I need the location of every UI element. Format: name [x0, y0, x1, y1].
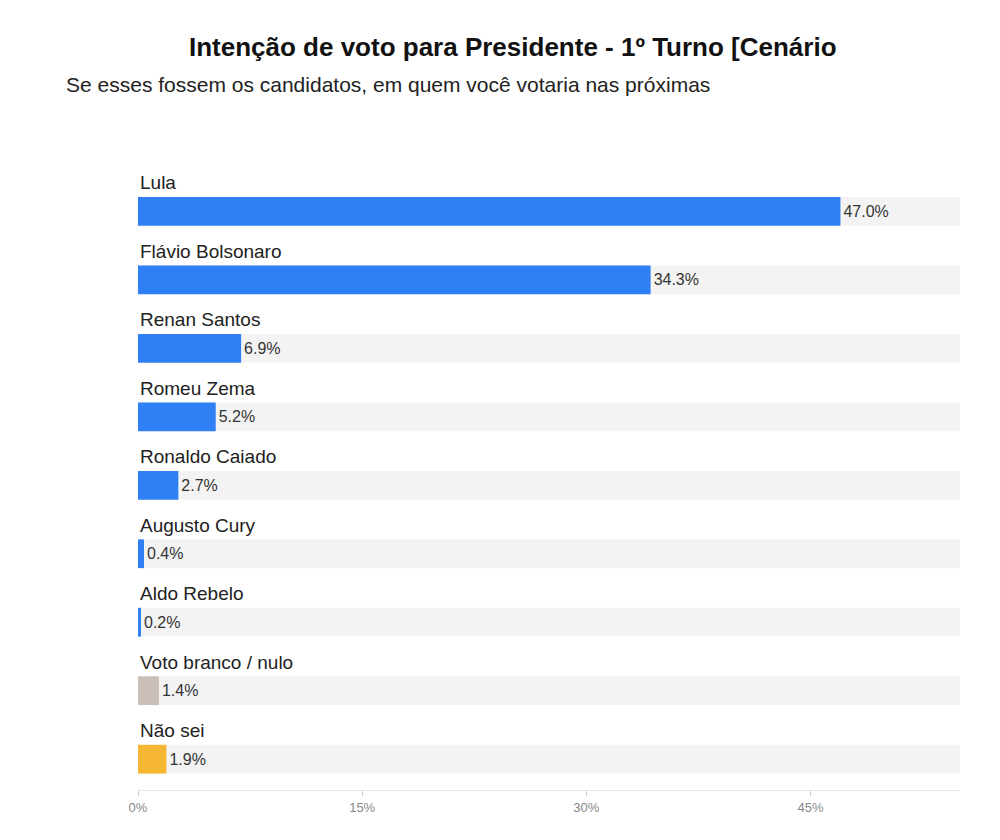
svg-text:47.0%: 47.0%	[843, 203, 888, 220]
svg-text:5.2%: 5.2%	[219, 408, 255, 425]
svg-text:15%: 15%	[349, 800, 375, 815]
svg-text:0%: 0%	[129, 800, 148, 815]
svg-text:Augusto Cury: Augusto Cury	[140, 515, 256, 536]
svg-text:Aldo Rebelo: Aldo Rebelo	[140, 583, 244, 604]
svg-text:Ronaldo Caiado: Ronaldo Caiado	[140, 446, 276, 467]
svg-text:34.3%: 34.3%	[654, 271, 699, 288]
svg-text:Flávio Bolsonaro: Flávio Bolsonaro	[140, 241, 282, 262]
svg-text:2.7%: 2.7%	[181, 477, 217, 494]
svg-text:Lula: Lula	[140, 172, 176, 193]
svg-text:6.9%: 6.9%	[244, 340, 280, 357]
svg-text:Intenção de voto para Presiden: Intenção de voto para Presidente - 1º Tu…	[189, 32, 837, 62]
svg-text:Voto branco / nulo: Voto branco / nulo	[140, 652, 293, 673]
svg-text:Renan Santos: Renan Santos	[140, 309, 260, 330]
svg-text:1.4%: 1.4%	[162, 682, 198, 699]
svg-text:30%: 30%	[573, 800, 599, 815]
svg-text:1.9%: 1.9%	[169, 751, 205, 768]
svg-text:Não sei: Não sei	[140, 720, 204, 741]
svg-text:45%: 45%	[798, 800, 824, 815]
svg-text:0.4%: 0.4%	[147, 545, 183, 562]
svg-text:0.2%: 0.2%	[144, 614, 180, 631]
svg-text:Romeu Zema: Romeu Zema	[140, 378, 256, 399]
svg-text:Se esses fossem os candidatos,: Se esses fossem os candidatos, em quem v…	[66, 73, 710, 96]
